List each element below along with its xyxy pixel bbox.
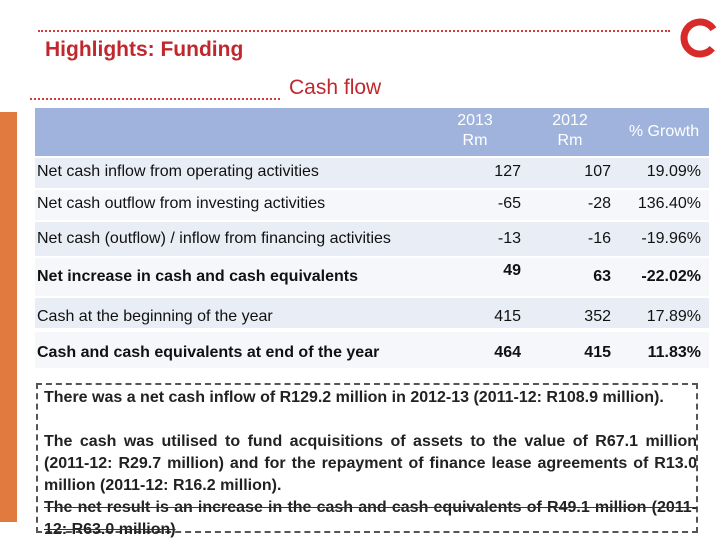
table-row: Cash and cash equivalents at end of the … — [35, 330, 709, 368]
value-2012: 415 — [584, 344, 611, 361]
commentary-paragraph-2: The cash was utilised to fund acquisitio… — [44, 433, 697, 494]
value-2012: 352 — [584, 308, 611, 325]
value-2013: 49 — [503, 262, 521, 279]
header-2012-year: 2012 — [552, 112, 588, 129]
value-growth: 11.83% — [647, 344, 701, 361]
value-2013: 415 — [494, 308, 521, 325]
header-2012: 2012 Rm — [535, 111, 605, 151]
header-2013: 2013 Rm — [440, 111, 510, 151]
value-2013: 127 — [494, 163, 521, 180]
table-header: 2013 Rm 2012 Rm % Growth — [35, 108, 709, 158]
header-2012-unit: Rm — [557, 132, 583, 149]
row-label: Cash at the beginning of the year — [37, 308, 273, 325]
value-growth: 136.40% — [637, 195, 701, 212]
title-dotted-rule — [30, 98, 280, 100]
table-row: Cash at the beginning of the year 415 35… — [35, 296, 709, 328]
table-row: Net cash (outflow) / inflow from financi… — [35, 220, 709, 256]
row-label: Net cash (outflow) / inflow from financi… — [37, 230, 391, 247]
value-growth: 19.09% — [646, 163, 701, 180]
value-2013: -13 — [497, 230, 521, 247]
header-2013-unit: Rm — [462, 132, 488, 149]
value-2012: -16 — [587, 230, 611, 247]
page-title: Highlights: Funding — [45, 38, 244, 61]
commentary-paragraph-1: There was a net cash inflow of R129.2 mi… — [44, 389, 664, 406]
row-label: Cash and cash equivalents at end of the … — [37, 344, 380, 361]
value-growth: -19.96% — [641, 230, 701, 247]
value-2012: 63 — [593, 268, 611, 285]
table-row: Net cash outflow from investing activiti… — [35, 188, 709, 220]
header-2013-year: 2013 — [457, 112, 493, 129]
company-logo-icon — [680, 18, 720, 58]
row-label: Net cash inflow from operating activitie… — [37, 163, 319, 180]
value-2013: -65 — [497, 195, 521, 212]
commentary-paragraph-3: The net result is an increase in the cas… — [44, 499, 697, 538]
value-2013: 464 — [494, 344, 521, 361]
commentary-box — [36, 383, 698, 533]
value-growth: -22.02% — [641, 268, 701, 285]
header-growth: % Growth — [628, 123, 700, 140]
row-label: Net increase in cash and cash equivalent… — [37, 268, 359, 285]
table-row: Net increase in cash and cash equivalent… — [35, 256, 709, 296]
table-row: Net cash inflow from operating activitie… — [35, 156, 709, 188]
left-accent-bar — [0, 112, 17, 522]
value-2012: 107 — [584, 163, 611, 180]
section-subtitle: Cash flow — [289, 76, 382, 99]
top-dotted-rule — [38, 30, 670, 32]
row-label: Net cash outflow from investing activiti… — [37, 195, 326, 212]
value-2012: -28 — [587, 195, 611, 212]
value-growth: 17.89% — [646, 308, 701, 325]
